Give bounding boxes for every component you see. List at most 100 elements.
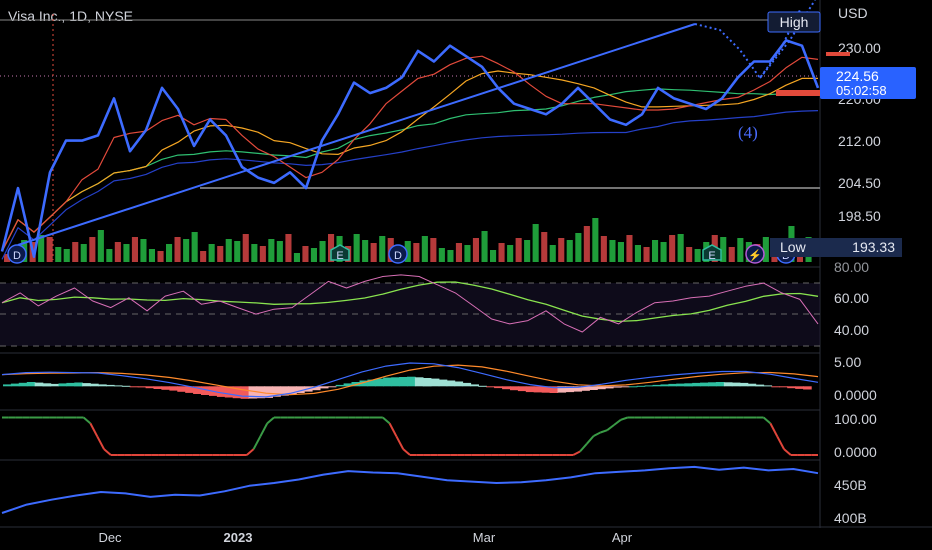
volume-bar bbox=[302, 246, 309, 262]
time-axis-tick: Mar bbox=[473, 530, 496, 545]
volume-bar bbox=[472, 238, 479, 262]
macd-histogram-bar bbox=[248, 386, 258, 399]
trend-oscillator-segment bbox=[783, 448, 792, 456]
volume-bar bbox=[566, 240, 573, 262]
macd-histogram-bar bbox=[573, 386, 582, 392]
macd-histogram-bar bbox=[106, 384, 115, 387]
event-label: D bbox=[13, 250, 21, 262]
projection-path-upper bbox=[759, 0, 816, 79]
obv-axis-tick: 450B bbox=[834, 477, 867, 493]
volume-bar bbox=[89, 237, 96, 262]
macd-histogram-bar bbox=[700, 382, 709, 387]
macd-histogram-bar bbox=[589, 386, 598, 390]
macd-histogram-bar bbox=[747, 383, 757, 387]
macd-histogram-bar bbox=[620, 386, 630, 388]
rsi-axis-tick: 60.00 bbox=[834, 290, 869, 306]
macd-histogram-bar bbox=[343, 383, 353, 387]
macd-histogram-bar bbox=[399, 377, 408, 387]
price-axis-tick: 204.50 bbox=[838, 175, 881, 191]
event-marker: ⚡ bbox=[745, 244, 765, 264]
trend-oscillator-segment bbox=[613, 419, 622, 426]
volume-bar bbox=[225, 239, 232, 262]
volume-bar bbox=[46, 237, 53, 262]
macd-histogram-bar bbox=[438, 379, 448, 387]
macd-histogram-bar bbox=[660, 384, 670, 387]
trend-oscillator-segment bbox=[402, 448, 411, 456]
macd-histogram-bar bbox=[327, 386, 337, 388]
macd-signal-line bbox=[1, 364, 819, 396]
high-badge-label: High bbox=[780, 14, 809, 30]
low-badge-label: Low bbox=[780, 239, 807, 255]
volume-bar bbox=[583, 226, 590, 262]
current-price-value: 224.56 bbox=[836, 68, 879, 84]
volume-bar bbox=[328, 234, 335, 262]
macd-histogram-bar bbox=[82, 383, 91, 387]
volume-bar bbox=[617, 242, 624, 262]
macd-histogram-bar bbox=[232, 386, 242, 399]
macd-histogram-bar bbox=[779, 386, 788, 388]
macd-histogram-bar bbox=[129, 386, 139, 388]
trend-oscillator-segment bbox=[620, 416, 628, 421]
macd-histogram-bar bbox=[787, 386, 796, 389]
macd-histogram-bar bbox=[628, 386, 638, 388]
trend-oscillator-segment bbox=[600, 429, 608, 434]
earnings-badge bbox=[702, 244, 722, 261]
macd-histogram-bar bbox=[739, 382, 749, 387]
macd-histogram-bar bbox=[26, 382, 36, 387]
macd-histogram-bar bbox=[723, 382, 733, 387]
axis-marker bbox=[776, 90, 820, 96]
macd-axis-tick: 5.00 bbox=[834, 354, 861, 370]
volume-bar bbox=[123, 244, 130, 262]
volume-bar bbox=[148, 249, 155, 262]
macd-histogram-bar bbox=[605, 386, 614, 389]
volume-bar bbox=[481, 231, 488, 262]
volume-bar bbox=[80, 244, 87, 262]
volume-bar bbox=[498, 243, 505, 262]
macd-histogram-bar bbox=[613, 386, 622, 388]
macd-histogram-bar bbox=[502, 386, 511, 390]
macd-histogram-bar bbox=[201, 386, 210, 395]
macd-histogram-bar bbox=[18, 382, 28, 387]
volume-bar bbox=[319, 241, 326, 262]
macd-histogram-bar bbox=[335, 384, 345, 387]
price-axis-tick: 212.00 bbox=[838, 133, 881, 149]
volume-bar bbox=[251, 244, 258, 262]
event-marker: E bbox=[702, 244, 722, 262]
macd-histogram-bar bbox=[462, 382, 472, 387]
obv-line bbox=[1, 465, 819, 514]
macd-histogram-bar bbox=[644, 385, 654, 387]
macd-histogram-bar bbox=[90, 383, 99, 387]
volume-bar bbox=[524, 240, 531, 262]
macd-histogram-bar bbox=[692, 382, 701, 387]
volume-bar bbox=[208, 244, 215, 262]
volume-bar bbox=[217, 246, 224, 262]
macd-histogram-bar bbox=[359, 380, 369, 387]
macd-histogram-bar bbox=[280, 386, 289, 396]
volume-bar bbox=[600, 236, 607, 262]
volume-bar bbox=[293, 253, 300, 262]
volume-bar bbox=[652, 240, 659, 262]
macd-histogram-bar bbox=[494, 386, 503, 389]
volume-bar bbox=[259, 246, 266, 262]
high-badge-box bbox=[767, 11, 821, 33]
macd-histogram-bar bbox=[676, 383, 685, 387]
volume-bar bbox=[114, 242, 121, 262]
macd-histogram-bar bbox=[3, 384, 12, 387]
volume-bar bbox=[515, 238, 522, 262]
price-axis-tick: 198.50 bbox=[838, 208, 881, 224]
countdown-value: 05:02:58 bbox=[836, 83, 887, 98]
macd-histogram-bar bbox=[422, 378, 432, 387]
macd-histogram-bar bbox=[375, 378, 384, 387]
volume-bar bbox=[762, 237, 769, 262]
volume-bar bbox=[362, 240, 369, 262]
volume-bar bbox=[310, 248, 317, 262]
trend-oscillator-segment bbox=[586, 435, 595, 445]
volume-bar bbox=[532, 224, 539, 262]
volume-bar bbox=[549, 245, 556, 262]
macd-histogram-bar bbox=[763, 385, 773, 387]
macd-histogram-bar bbox=[216, 386, 226, 397]
volume-bar bbox=[183, 239, 190, 262]
high-badge: High bbox=[767, 11, 821, 33]
